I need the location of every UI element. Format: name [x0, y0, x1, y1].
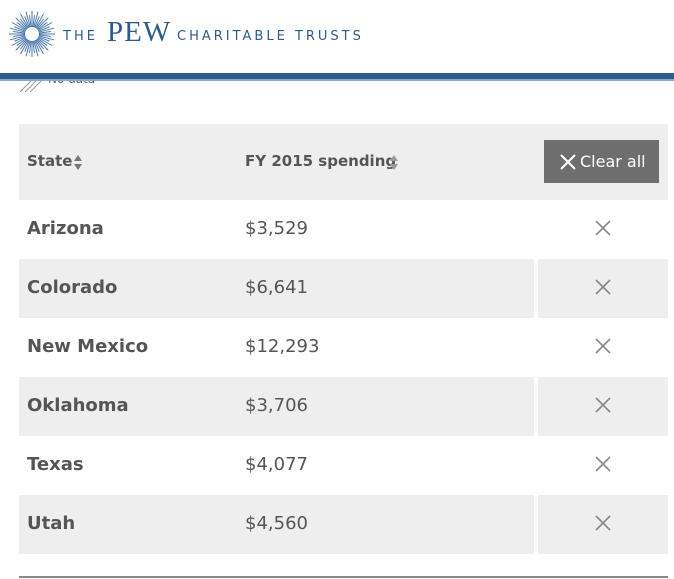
- state-cell: Texas: [27, 454, 84, 475]
- logo-the: THE: [63, 29, 98, 44]
- logo-ray: [20, 39, 29, 50]
- row-action-background: [538, 318, 668, 377]
- legend-hatch: [20, 79, 43, 92]
- logo-ray: [37, 22, 53, 31]
- logo-ray: [25, 40, 31, 57]
- logo-ray: [38, 35, 55, 41]
- state-cell: Oklahoma: [27, 395, 129, 416]
- logo-ray: [38, 31, 51, 34]
- sort-icon[interactable]: [73, 154, 83, 172]
- logo-ray: [35, 18, 44, 29]
- logo-ray: [15, 38, 28, 51]
- spending-cell: $3,529: [245, 218, 308, 239]
- sort-icon[interactable]: [389, 154, 399, 172]
- logo-ray: [34, 16, 40, 28]
- row-background: [19, 377, 534, 436]
- logo-ray: [35, 39, 44, 50]
- logo-ray: [29, 15, 32, 28]
- logo-rest: CHARITABLE TRUSTS: [177, 29, 364, 44]
- state-cell: Colorado: [27, 277, 118, 298]
- logo-ray: [15, 17, 28, 30]
- spending-cell: $12,293: [245, 336, 320, 357]
- logo-ray: [16, 22, 27, 31]
- remove-row-icon[interactable]: [594, 455, 612, 473]
- logo-ray: [20, 13, 29, 29]
- logo-ray: [35, 39, 44, 55]
- state-cell: Utah: [27, 513, 76, 534]
- header-bar: [0, 73, 674, 81]
- logo-ray: [38, 34, 51, 37]
- logo-ray: [36, 17, 49, 30]
- logo-ray: [9, 35, 26, 41]
- logo-ray: [16, 37, 27, 46]
- remove-row-glyph: [595, 456, 611, 472]
- logo-ray: [13, 31, 26, 34]
- spending-cell: $3,706: [245, 395, 308, 416]
- table-footer-line: [19, 576, 668, 578]
- logo-ray: [11, 22, 27, 31]
- row-action-background: [538, 259, 668, 318]
- remove-row-glyph: [595, 515, 611, 531]
- logo-ray: [13, 34, 26, 37]
- logo-ray: [14, 36, 26, 42]
- logo-ray: [25, 11, 31, 28]
- header: THE PEW CHARITABLE TRUSTS: [0, 0, 674, 74]
- remove-row-icon[interactable]: [594, 396, 612, 414]
- logo-ray: [24, 16, 30, 28]
- remove-row-icon[interactable]: [594, 337, 612, 355]
- column-header[interactable]: State: [27, 152, 73, 170]
- close-icon: [560, 154, 576, 170]
- logo-ray: [37, 22, 48, 31]
- row-background: [19, 495, 534, 554]
- column-header[interactable]: FY 2015 spending: [245, 152, 397, 170]
- state-cell: New Mexico: [27, 336, 149, 357]
- logo-ray: [14, 26, 26, 32]
- logo-ray: [38, 36, 50, 42]
- row-action-background: [538, 436, 668, 495]
- row-action-background: [538, 495, 668, 554]
- row-action-background: [538, 200, 668, 259]
- spending-cell: $4,560: [245, 513, 308, 534]
- logo-ray: [32, 40, 35, 53]
- remove-row-icon[interactable]: [594, 219, 612, 237]
- remove-row-glyph: [595, 279, 611, 295]
- remove-row-glyph: [595, 397, 611, 413]
- logo-ray: [9, 27, 26, 33]
- logo-ray: [11, 37, 27, 46]
- table-header: State FY 2015 spending Clear all: [19, 124, 668, 200]
- logo-ray: [37, 37, 48, 46]
- row-background: [19, 436, 534, 495]
- logo-ray: [33, 11, 39, 28]
- logo-ray: [36, 38, 49, 51]
- logo-ray: [38, 26, 50, 32]
- logo-ray: [37, 37, 53, 46]
- remove-row-glyph: [595, 220, 611, 236]
- logo-mark: [9, 11, 55, 57]
- logo-ray: [33, 40, 39, 57]
- remove-row-glyph: [595, 338, 611, 354]
- spending-cell: $6,641: [245, 277, 308, 298]
- clear-all-button[interactable]: Clear all: [544, 140, 659, 183]
- logo-ray: [20, 18, 29, 29]
- logo-ray: [35, 13, 44, 29]
- row-background: [19, 259, 534, 318]
- state-cell: Arizona: [27, 218, 104, 239]
- logo-name: PEW: [107, 16, 172, 48]
- button-label: Clear all: [580, 152, 646, 171]
- logo-ray: [29, 40, 32, 53]
- logo-ray: [38, 27, 55, 33]
- remove-row-icon[interactable]: [594, 514, 612, 532]
- logo-ray: [24, 40, 30, 52]
- logo-ray: [20, 39, 29, 55]
- row-background: [19, 318, 534, 377]
- remove-row-icon[interactable]: [594, 278, 612, 296]
- logo-ray: [32, 15, 35, 28]
- spending-cell: $4,077: [245, 454, 308, 475]
- row-background: [19, 200, 534, 259]
- row-action-background: [538, 377, 668, 436]
- logo-ray: [34, 40, 40, 52]
